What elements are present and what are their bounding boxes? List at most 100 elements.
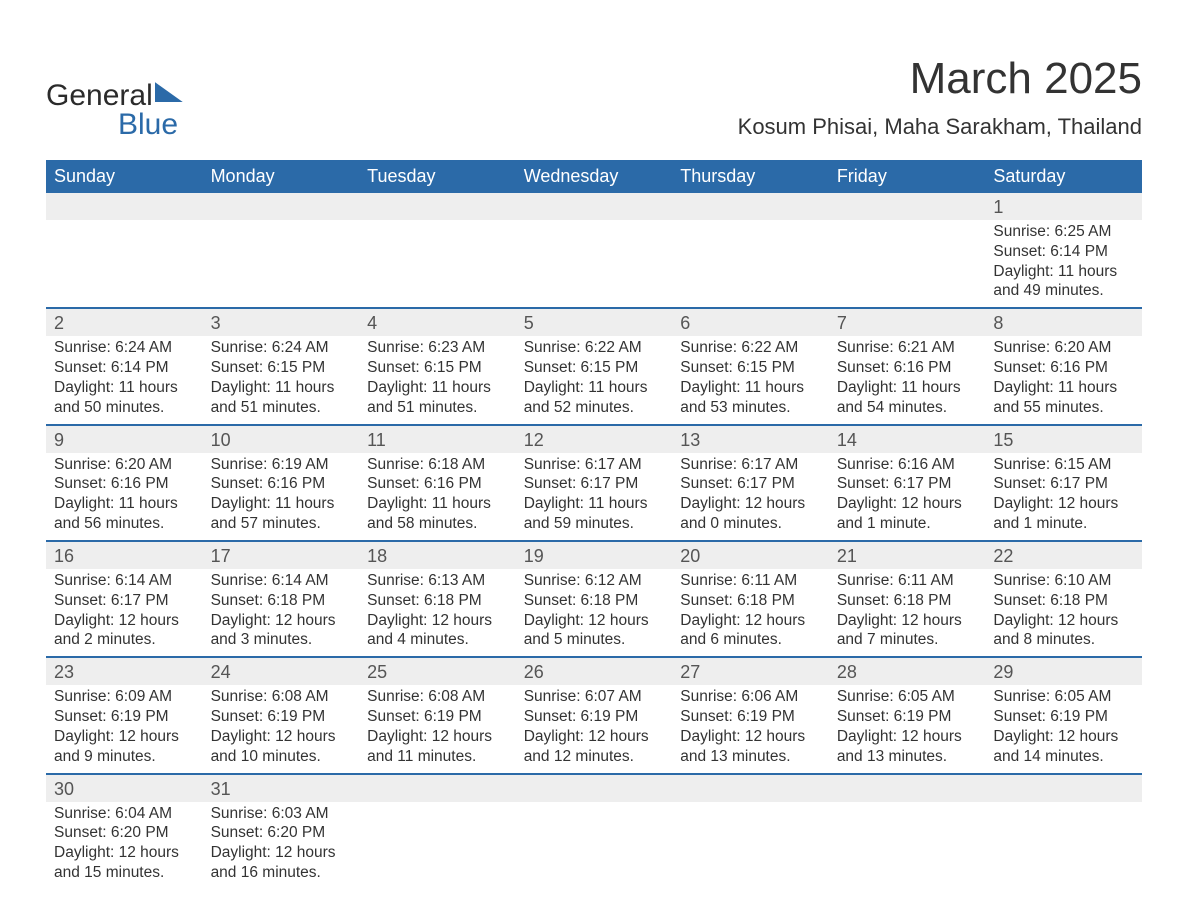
day-number-cell (516, 774, 673, 802)
sunset-text: Sunset: 6:19 PM (993, 707, 1134, 727)
day-number-cell (985, 774, 1142, 802)
sunset-text: Sunset: 6:19 PM (367, 707, 508, 727)
month-title: March 2025 (738, 54, 1142, 104)
sunrise-text: Sunrise: 6:19 AM (211, 455, 352, 475)
day-number-cell: 23 (46, 657, 203, 685)
day-number-cell: 22 (985, 541, 1142, 569)
day-number-cell: 19 (516, 541, 673, 569)
daylight-text: Daylight: 12 hours and 0 minutes. (680, 494, 821, 534)
day-data-cell (359, 220, 516, 308)
sunset-text: Sunset: 6:15 PM (680, 358, 821, 378)
daylight-text: Daylight: 12 hours and 1 minute. (837, 494, 978, 534)
sunrise-text: Sunrise: 6:08 AM (367, 687, 508, 707)
sunrise-text: Sunrise: 6:09 AM (54, 687, 195, 707)
day-number-cell: 20 (672, 541, 829, 569)
day-data-cell (672, 802, 829, 889)
day-data-cell: Sunrise: 6:21 AMSunset: 6:16 PMDaylight:… (829, 336, 986, 424)
daylight-text: Daylight: 12 hours and 13 minutes. (680, 727, 821, 767)
day-data-cell: Sunrise: 6:19 AMSunset: 6:16 PMDaylight:… (203, 453, 360, 541)
day-data-cell: Sunrise: 6:14 AMSunset: 6:17 PMDaylight:… (46, 569, 203, 657)
sunrise-text: Sunrise: 6:11 AM (837, 571, 978, 591)
daylight-text: Daylight: 12 hours and 14 minutes. (993, 727, 1134, 767)
day-data-cell: Sunrise: 6:11 AMSunset: 6:18 PMDaylight:… (672, 569, 829, 657)
sunrise-text: Sunrise: 6:18 AM (367, 455, 508, 475)
sunset-text: Sunset: 6:17 PM (993, 474, 1134, 494)
daylight-text: Daylight: 12 hours and 3 minutes. (211, 611, 352, 651)
daylight-text: Daylight: 11 hours and 51 minutes. (211, 378, 352, 418)
day-number-cell: 8 (985, 308, 1142, 336)
day-data-cell (359, 802, 516, 889)
brand-part2: Blue (46, 111, 183, 140)
sunset-text: Sunset: 6:14 PM (54, 358, 195, 378)
day-data-cell (985, 802, 1142, 889)
sunset-text: Sunset: 6:19 PM (54, 707, 195, 727)
daylight-text: Daylight: 12 hours and 8 minutes. (993, 611, 1134, 651)
daylight-text: Daylight: 11 hours and 55 minutes. (993, 378, 1134, 418)
daylight-text: Daylight: 11 hours and 54 minutes. (837, 378, 978, 418)
day-data-cell: Sunrise: 6:20 AMSunset: 6:16 PMDaylight:… (46, 453, 203, 541)
day-number-cell (359, 774, 516, 802)
location-subtitle: Kosum Phisai, Maha Sarakham, Thailand (738, 114, 1142, 140)
day-data-cell: Sunrise: 6:07 AMSunset: 6:19 PMDaylight:… (516, 685, 673, 773)
sunset-text: Sunset: 6:16 PM (837, 358, 978, 378)
sunrise-text: Sunrise: 6:13 AM (367, 571, 508, 591)
sunrise-text: Sunrise: 6:22 AM (524, 338, 665, 358)
daylight-text: Daylight: 12 hours and 13 minutes. (837, 727, 978, 767)
brand-logo: General Blue (46, 54, 183, 139)
calendar-table: Sunday Monday Tuesday Wednesday Thursday… (46, 160, 1142, 889)
day-data-cell: Sunrise: 6:08 AMSunset: 6:19 PMDaylight:… (359, 685, 516, 773)
sunrise-text: Sunrise: 6:20 AM (993, 338, 1134, 358)
daylight-text: Daylight: 12 hours and 7 minutes. (837, 611, 978, 651)
sunrise-text: Sunrise: 6:24 AM (54, 338, 195, 358)
weekday-header: Monday (203, 160, 360, 193)
day-number-cell (359, 193, 516, 220)
daylight-text: Daylight: 12 hours and 15 minutes. (54, 843, 195, 883)
sunset-text: Sunset: 6:14 PM (993, 242, 1134, 262)
day-data-cell: Sunrise: 6:04 AMSunset: 6:20 PMDaylight:… (46, 802, 203, 889)
day-data-cell (829, 802, 986, 889)
day-number-cell: 17 (203, 541, 360, 569)
sunset-text: Sunset: 6:17 PM (680, 474, 821, 494)
sunset-text: Sunset: 6:18 PM (524, 591, 665, 611)
sunrise-text: Sunrise: 6:04 AM (54, 804, 195, 824)
day-number-cell: 28 (829, 657, 986, 685)
sunset-text: Sunset: 6:19 PM (680, 707, 821, 727)
sunset-text: Sunset: 6:17 PM (54, 591, 195, 611)
sunset-text: Sunset: 6:15 PM (211, 358, 352, 378)
sunset-text: Sunset: 6:19 PM (211, 707, 352, 727)
day-data-cell (516, 802, 673, 889)
day-data-cell: Sunrise: 6:15 AMSunset: 6:17 PMDaylight:… (985, 453, 1142, 541)
sunrise-text: Sunrise: 6:14 AM (211, 571, 352, 591)
day-number-cell: 12 (516, 425, 673, 453)
weekday-header: Friday (829, 160, 986, 193)
day-number-row: 2345678 (46, 308, 1142, 336)
daylight-text: Daylight: 12 hours and 2 minutes. (54, 611, 195, 651)
sunrise-text: Sunrise: 6:03 AM (211, 804, 352, 824)
day-number-cell: 25 (359, 657, 516, 685)
day-data-cell: Sunrise: 6:25 AMSunset: 6:14 PMDaylight:… (985, 220, 1142, 308)
sunset-text: Sunset: 6:16 PM (993, 358, 1134, 378)
daylight-text: Daylight: 12 hours and 11 minutes. (367, 727, 508, 767)
day-data-row: Sunrise: 6:04 AM Sunset: 6:20 PM Daylight:… (46, 802, 1142, 889)
sunset-text: Sunset: 6:19 PM (524, 707, 665, 727)
sunset-text: Sunset: 6:18 PM (837, 591, 978, 611)
day-data-cell (516, 220, 673, 308)
sunset-text: Sunset: 6:20 PM (211, 823, 352, 843)
sunrise-text: Sunrise: 6:17 AM (524, 455, 665, 475)
day-data-cell: Sunrise: 6:09 AMSunset: 6:19 PMDaylight:… (46, 685, 203, 773)
day-data-cell: Sunrise: 6:16 AMSunset: 6:17 PMDaylight:… (829, 453, 986, 541)
daylight-text: Daylight: 12 hours and 9 minutes. (54, 727, 195, 767)
daylight-text: Daylight: 12 hours and 4 minutes. (367, 611, 508, 651)
sunset-text: Sunset: 6:15 PM (524, 358, 665, 378)
daylight-text: Daylight: 11 hours and 49 minutes. (993, 262, 1134, 302)
day-number-cell: 5 (516, 308, 673, 336)
sunset-text: Sunset: 6:15 PM (367, 358, 508, 378)
day-data-cell: Sunrise: 6:10 AMSunset: 6:18 PMDaylight:… (985, 569, 1142, 657)
daylight-text: Daylight: 12 hours and 1 minute. (993, 494, 1134, 534)
sunrise-text: Sunrise: 6:21 AM (837, 338, 978, 358)
day-data-cell: Sunrise: 6:20 AMSunset: 6:16 PMDaylight:… (985, 336, 1142, 424)
day-data-row: Sunrise: 6:24 AMSunset: 6:14 PM Daylight:… (46, 336, 1142, 424)
day-data-cell: Sunrise: 6:11 AMSunset: 6:18 PMDaylight:… (829, 569, 986, 657)
sunrise-text: Sunrise: 6:08 AM (211, 687, 352, 707)
weekday-header: Wednesday (516, 160, 673, 193)
